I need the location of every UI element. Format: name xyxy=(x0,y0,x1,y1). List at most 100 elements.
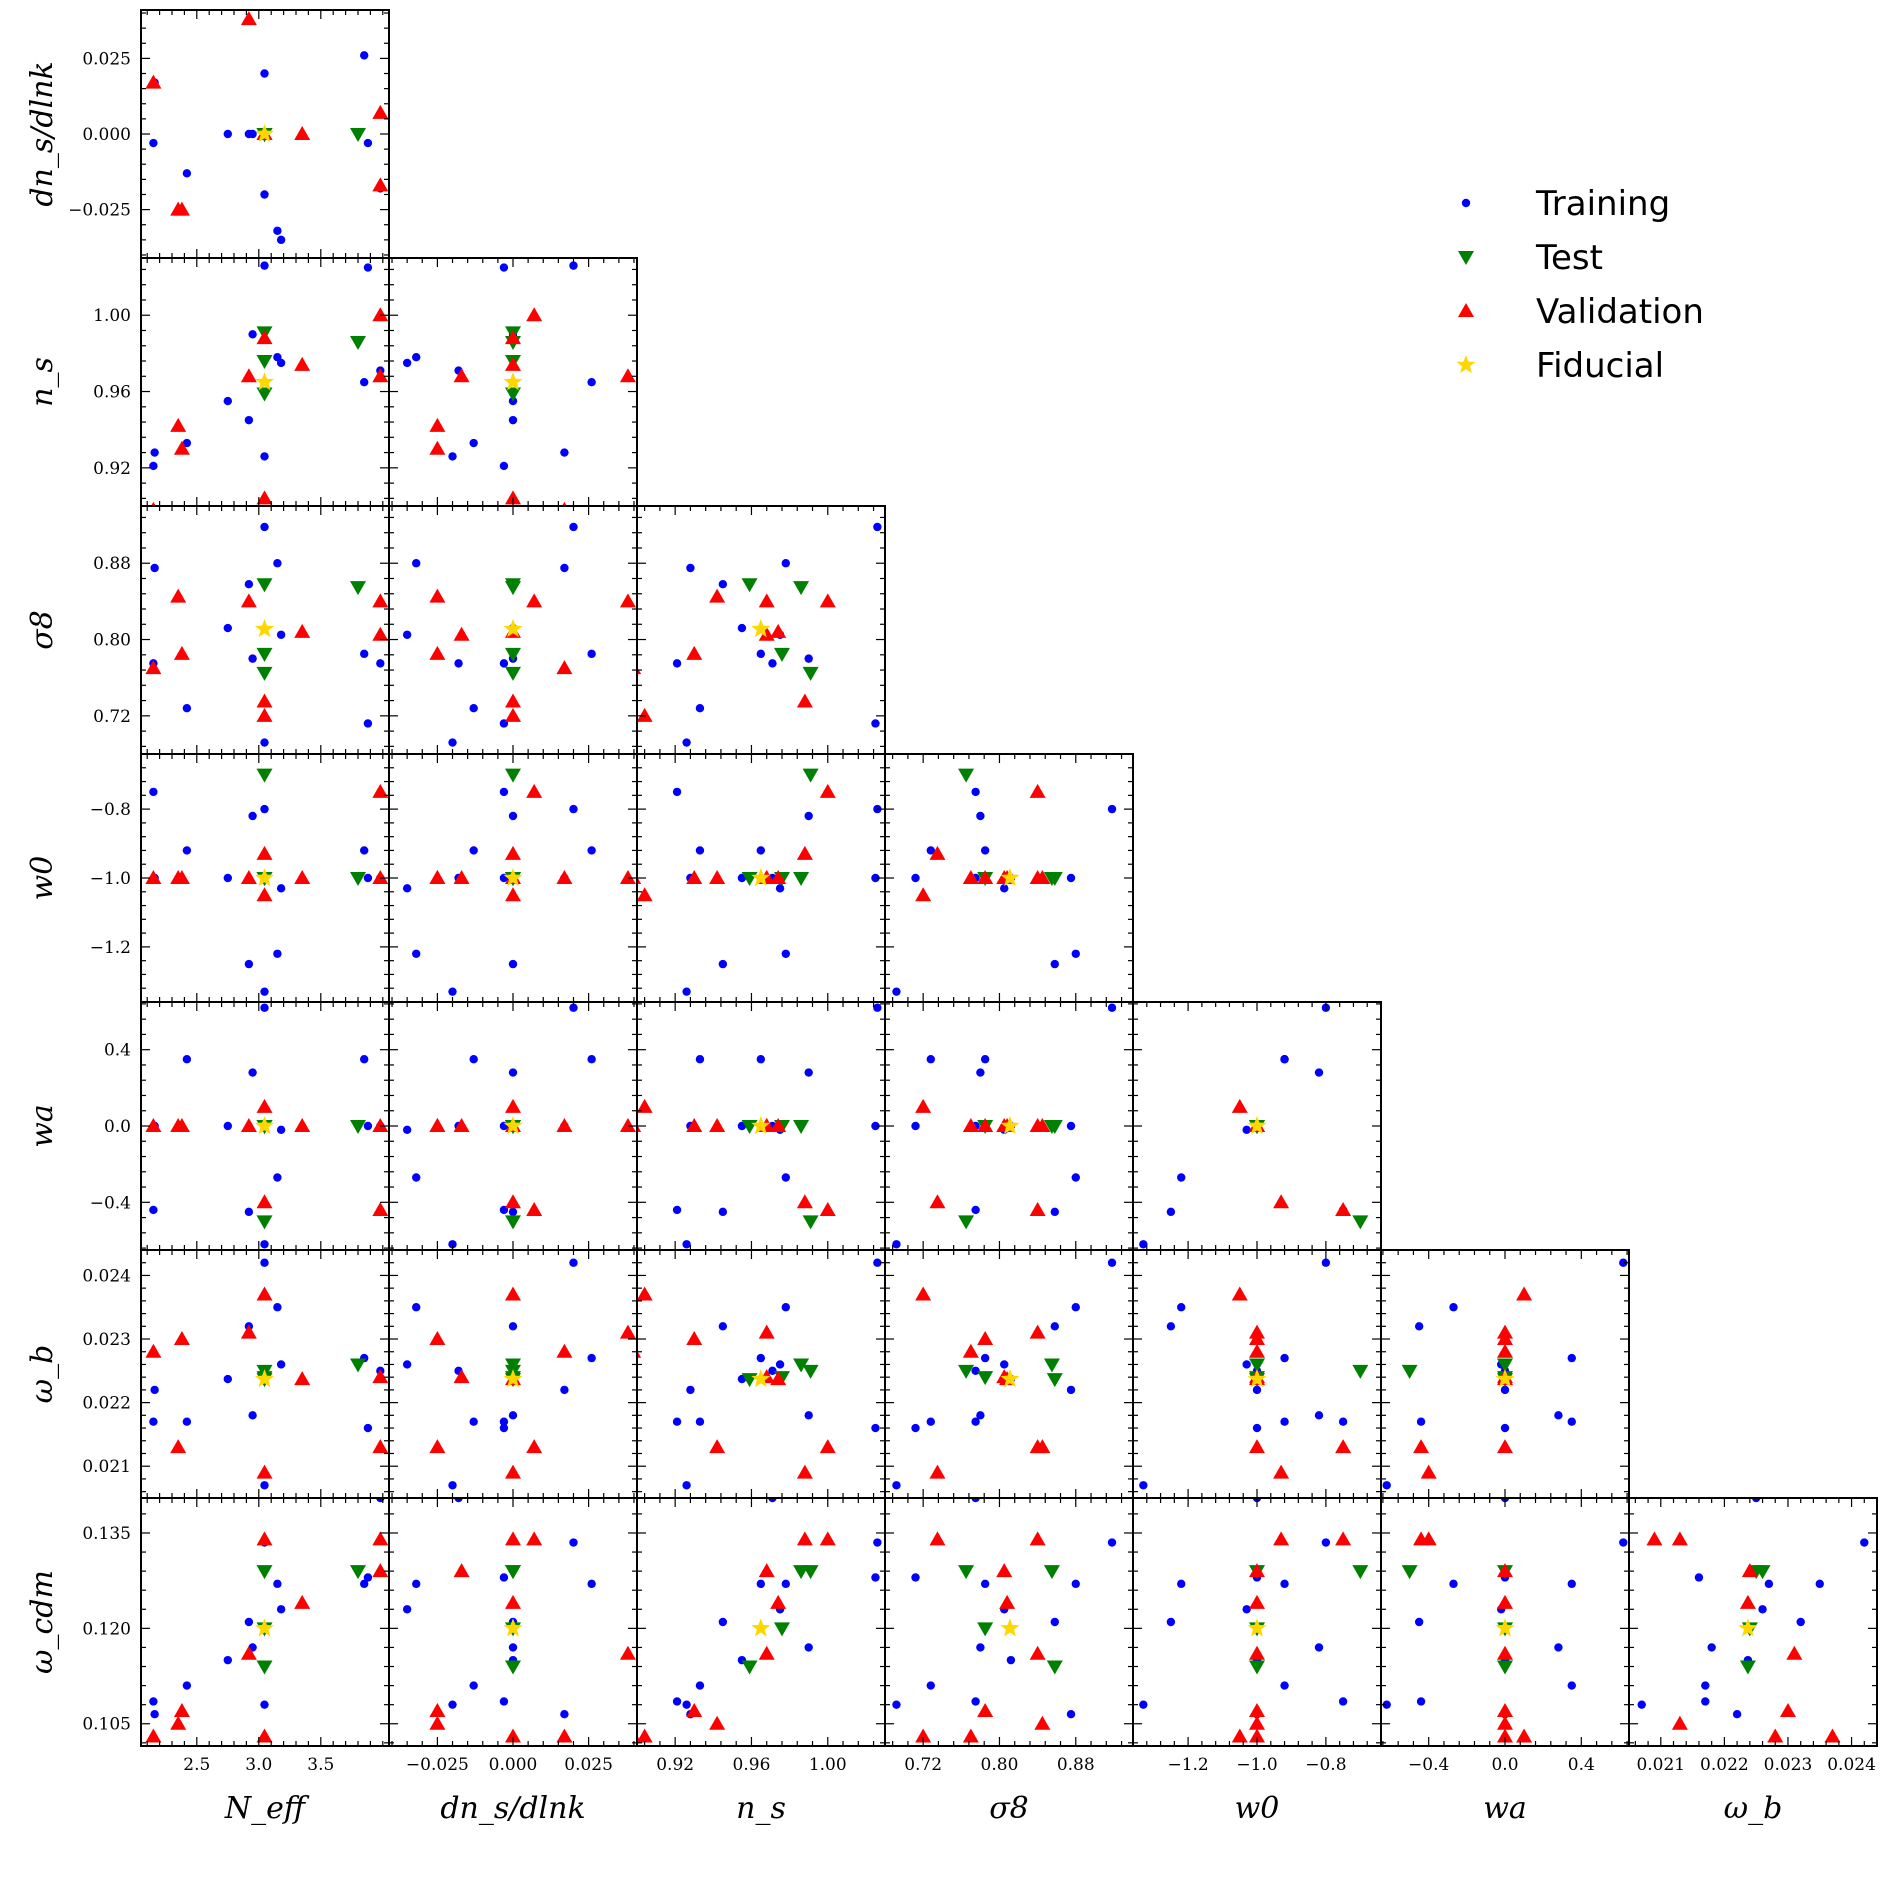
marker-training xyxy=(1701,1681,1710,1690)
marker-validation xyxy=(372,1369,389,1384)
marker-test xyxy=(350,1565,366,1580)
marker-training xyxy=(560,1710,569,1719)
y-tick-label: 1.00 xyxy=(93,306,131,326)
marker-validation xyxy=(240,593,257,608)
panel-points xyxy=(637,1258,882,1490)
marker-training xyxy=(1000,1360,1009,1369)
marker-validation xyxy=(770,870,787,884)
panel-ns-vs-dns xyxy=(388,257,638,507)
marker-training xyxy=(412,1303,421,1312)
marker-fiducial xyxy=(503,619,523,638)
marker-fiducial xyxy=(1247,1369,1267,1388)
marker-validation xyxy=(770,1371,787,1386)
marker-validation xyxy=(770,1118,787,1132)
marker-training xyxy=(781,559,790,568)
marker-training xyxy=(1166,1617,1176,1627)
marker-validation xyxy=(1497,1715,1513,1730)
marker-validation xyxy=(453,1369,470,1384)
marker-training xyxy=(1815,1579,1824,1589)
marker-test xyxy=(505,768,521,783)
marker-training xyxy=(1694,1573,1704,1582)
marker-validation xyxy=(1029,783,1046,798)
marker-validation xyxy=(372,1201,389,1216)
marker-training xyxy=(454,1498,463,1503)
panel-wcdm-vs-dns: −0.025 0.000 0.025 dn_s/dlnk xyxy=(388,1497,638,1826)
marker-training xyxy=(508,811,518,821)
panel-points xyxy=(402,1498,636,1743)
marker-training xyxy=(718,959,728,969)
marker-training xyxy=(149,787,158,797)
marker-test xyxy=(505,666,521,681)
marker-training xyxy=(911,873,920,883)
marker-training xyxy=(1280,1579,1289,1589)
y-tick-label: 0.022 xyxy=(82,1394,131,1414)
marker-test xyxy=(1046,1660,1063,1675)
marker-validation xyxy=(240,1324,257,1339)
marker-training xyxy=(376,659,385,668)
y-tick-label: 0.72 xyxy=(93,707,131,727)
marker-training xyxy=(508,1643,518,1652)
marker-training xyxy=(560,448,569,457)
marker-validation xyxy=(686,1331,703,1346)
marker-validation xyxy=(256,330,273,345)
marker-validation xyxy=(977,870,994,884)
marker-validation xyxy=(1249,1645,1265,1660)
marker-fiducial xyxy=(751,619,771,638)
marker-training xyxy=(911,1423,920,1433)
marker-validation xyxy=(709,1439,726,1454)
marker-validation xyxy=(819,1439,836,1454)
marker-validation xyxy=(770,1594,787,1609)
marker-test xyxy=(505,647,521,662)
marker-validation xyxy=(1249,1715,1265,1730)
marker-validation xyxy=(372,783,389,798)
marker-training xyxy=(149,1205,158,1215)
marker-validation xyxy=(505,330,521,345)
marker-training xyxy=(223,623,232,633)
marker-training xyxy=(1071,949,1080,958)
marker-test xyxy=(1497,1660,1513,1675)
marker-validation xyxy=(294,356,311,371)
marker-training xyxy=(892,1481,901,1490)
marker-training xyxy=(873,1003,882,1012)
marker-training xyxy=(587,1353,596,1363)
marker-training xyxy=(1338,1417,1348,1426)
marker-fiducial xyxy=(254,372,275,391)
marker-validation xyxy=(915,1098,932,1113)
marker-fiducial xyxy=(1495,1618,1515,1637)
marker-validation xyxy=(505,887,521,902)
marker-validation xyxy=(977,1703,994,1718)
marker-training xyxy=(248,811,257,821)
marker-training xyxy=(448,987,457,996)
marker-training xyxy=(360,51,369,60)
marker-training xyxy=(260,261,269,270)
marker-training xyxy=(892,1240,901,1249)
marker-training xyxy=(223,873,232,883)
legend-label-fiducial: Fiducial xyxy=(1536,346,1664,386)
marker-training xyxy=(1314,1643,1324,1652)
marker-training xyxy=(448,452,457,461)
marker-validation xyxy=(170,1439,187,1454)
marker-fiducial xyxy=(254,1618,275,1637)
x-tick-label: 3.5 xyxy=(307,1755,334,1775)
marker-training xyxy=(873,1258,882,1267)
marker-training xyxy=(402,1605,412,1614)
marker-training xyxy=(1107,1003,1117,1012)
marker-test xyxy=(977,1371,994,1386)
marker-training xyxy=(1280,1055,1289,1064)
marker-validation xyxy=(1249,1703,1265,1718)
y-tick-label: 0.021 xyxy=(82,1457,131,1477)
marker-training xyxy=(1066,1710,1076,1719)
marker-training xyxy=(149,1417,158,1426)
marker-test xyxy=(802,1565,819,1580)
marker-validation xyxy=(1739,1594,1756,1609)
marker-training xyxy=(276,235,286,245)
marker-fiducial xyxy=(1000,1369,1020,1388)
marker-training xyxy=(871,1121,880,1131)
marker-validation xyxy=(505,707,521,722)
marker-validation xyxy=(453,368,470,383)
panel-points xyxy=(892,768,1117,996)
marker-training xyxy=(260,738,269,747)
marker-training xyxy=(682,1700,691,1709)
marker-training xyxy=(1567,1579,1576,1589)
marker-validation xyxy=(505,1594,521,1609)
